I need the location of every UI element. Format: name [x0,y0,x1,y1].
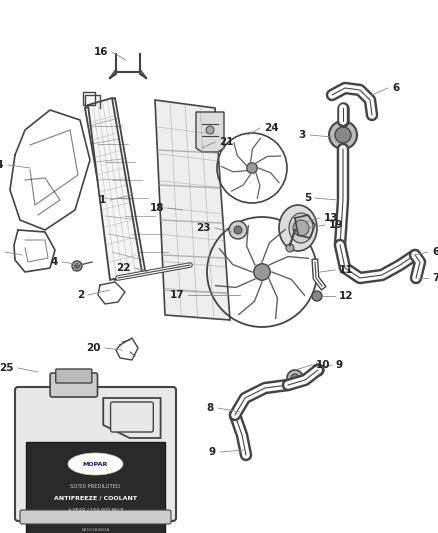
Circle shape [286,244,294,252]
FancyBboxPatch shape [110,402,153,432]
Circle shape [206,126,214,134]
Text: 21: 21 [219,137,233,147]
Text: SO/50 PREDILUTED: SO/50 PREDILUTED [71,483,120,489]
Text: 14: 14 [0,160,4,170]
Text: 13: 13 [324,213,339,223]
Circle shape [72,261,82,271]
Text: 3: 3 [299,130,306,140]
Text: 24: 24 [264,123,279,133]
FancyBboxPatch shape [50,373,98,397]
FancyBboxPatch shape [15,387,176,521]
Text: 9: 9 [336,360,343,370]
Text: 4: 4 [51,257,58,267]
Text: 15: 15 [0,247,1,257]
Circle shape [293,220,309,236]
Text: 19: 19 [329,220,343,230]
Circle shape [335,127,351,143]
Polygon shape [196,112,224,152]
Circle shape [74,263,80,269]
Text: 25: 25 [0,363,14,373]
Text: 6: 6 [392,83,399,93]
Text: 8: 8 [207,403,214,413]
Circle shape [254,264,270,280]
Text: 4 YEAR / 150,000 MILE: 4 YEAR / 150,000 MILE [68,507,123,513]
FancyBboxPatch shape [26,442,165,533]
Text: DO NOT MIX WATER: DO NOT MIX WATER [71,516,120,521]
Text: 9: 9 [209,447,216,457]
Text: 1: 1 [99,195,106,205]
Text: 68163848GA: 68163848GA [81,528,110,532]
Text: 17: 17 [170,290,184,300]
Text: 2: 2 [77,290,84,300]
Ellipse shape [68,453,123,475]
Text: 7: 7 [432,273,438,283]
FancyBboxPatch shape [56,369,92,383]
Text: 16: 16 [93,47,108,57]
FancyBboxPatch shape [20,510,171,524]
Ellipse shape [289,213,313,243]
Polygon shape [88,98,142,280]
Circle shape [312,291,322,301]
Text: 18: 18 [149,203,164,213]
Circle shape [247,163,257,173]
Polygon shape [155,100,230,320]
Circle shape [229,221,247,239]
Circle shape [234,226,242,234]
Ellipse shape [279,205,317,251]
Text: ANTIFREEZE / COOLANT: ANTIFREEZE / COOLANT [54,496,137,500]
Circle shape [291,374,299,382]
Text: 12: 12 [339,291,353,301]
Text: 5: 5 [304,193,311,203]
Circle shape [312,364,324,376]
Circle shape [287,370,303,386]
Text: 11: 11 [339,265,353,275]
Text: MOPAR: MOPAR [83,462,108,466]
Text: 10: 10 [316,360,331,370]
Text: 23: 23 [197,223,211,233]
Text: 6: 6 [432,247,438,257]
Text: 22: 22 [117,263,131,273]
Circle shape [329,121,357,149]
Text: 20: 20 [86,343,101,353]
